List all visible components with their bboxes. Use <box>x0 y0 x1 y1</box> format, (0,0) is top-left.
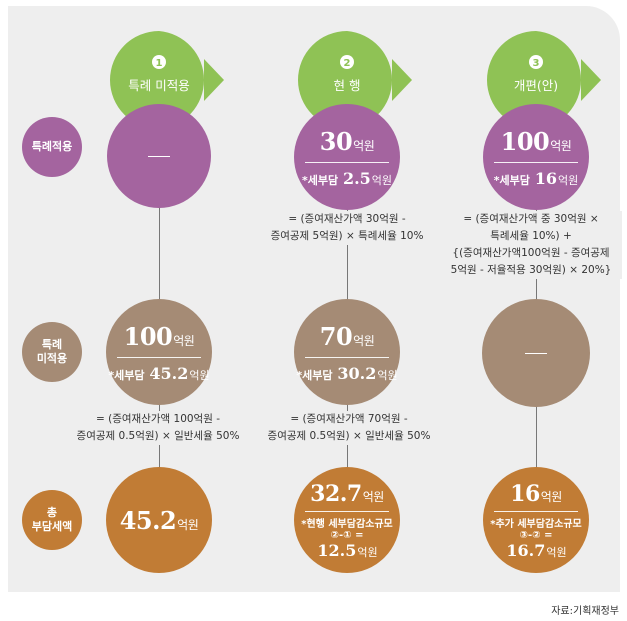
reduction-formula: ③-② = <box>519 529 553 541</box>
row-label-total: 총 부담세액 <box>22 490 82 550</box>
amount: 32.7억원 <box>310 480 384 507</box>
empty-dash <box>148 155 170 157</box>
row-label-no-special-line1: 특례 <box>41 338 63 352</box>
amount: 100억원 <box>123 321 195 351</box>
tax-burden: *세부담 30.2억원 <box>296 363 398 383</box>
source-note: 자료:기획재정부 <box>551 606 619 617</box>
separator <box>494 161 578 163</box>
row-label-special-text: 특례적용 <box>31 140 73 154</box>
reduction-formula: ②-① = <box>330 529 364 541</box>
cell-no-special-col3 <box>482 299 590 407</box>
amount: 70억원 <box>319 321 375 351</box>
cell-total-col2: 32.7억원 *현행 세부담감소규모 ②-① = 12.5억원 <box>294 467 400 573</box>
separator <box>305 510 389 512</box>
cell-no-special-col2: 70억원 *세부담 30.2억원 <box>294 299 400 405</box>
amount: 30억원 <box>319 126 375 156</box>
formula-no-special-col2: = (증여재산가액 70억원 - 증여공제 0.5억원) × 일반세율 50% <box>254 411 444 445</box>
reduction-label: *현행 세부담감소규모 <box>301 518 393 530</box>
cell-special-col2: 30억원 *세부담 2.5억원 <box>294 104 400 210</box>
column-header-3-number: 3 <box>533 58 540 69</box>
reduction-value: 16.7억원 <box>506 540 567 560</box>
column-header-1-label: 특례 미적용 <box>128 78 189 93</box>
column-header-1: 1 특례 미적용 <box>110 31 224 129</box>
formula-no-special-col1: = (증여재산가액 100억원 - 증여공제 0.5억원) × 일반세율 50% <box>62 411 254 445</box>
separator <box>305 356 389 358</box>
empty-dash <box>525 352 547 354</box>
cell-special-col3: 100억원 *세부담 16억원 <box>483 104 589 210</box>
row-label-total-line1: 총 <box>46 506 58 520</box>
cell-total-col1: 45.2억원 <box>106 467 212 573</box>
cell-special-col1 <box>107 104 211 208</box>
row-label-total-line2: 부담세액 <box>31 520 73 533</box>
column-header-3: 3 개편(안) <box>487 31 601 129</box>
row-label-no-special: 특례 미적용 <box>22 322 82 382</box>
separator <box>117 356 201 358</box>
formula-special-col2: = (증여재산가액 30억원 - 증여공제 5억원) × 특례세율 10% <box>258 211 436 245</box>
reduction-value: 12.5억원 <box>317 540 378 560</box>
cell-no-special-col1: 100억원 *세부담 45.2억원 <box>106 299 212 405</box>
row-label-special: 특례적용 <box>22 117 82 177</box>
separator <box>494 510 578 512</box>
reduction-label: *추가 세부담감소규모 <box>490 518 582 530</box>
separator <box>305 161 389 163</box>
row-label-no-special-line2: 미적용 <box>36 352 68 365</box>
column-header-2-label: 현 행 <box>334 78 361 93</box>
formula-special-col3: = (증여재산가액 중 30억원 × 특례세율 10%) + {(증여재산가액1… <box>440 211 622 279</box>
tax-burden: *세부담 45.2억원 <box>108 363 210 383</box>
column-header-3-label: 개편(안) <box>514 78 558 93</box>
amount: 100억원 <box>500 126 572 156</box>
amount: 16억원 <box>510 480 562 507</box>
tax-burden: *세부담 2.5억원 <box>301 168 393 188</box>
tax-burden: *세부담 16억원 <box>493 168 579 188</box>
amount: 45.2억원 <box>119 505 199 535</box>
cell-total-col3: 16억원 *추가 세부담감소규모 ③-② = 16.7억원 <box>483 467 589 573</box>
column-header-1-number: 1 <box>156 58 163 69</box>
column-header-2: 2 현 행 <box>298 31 412 129</box>
column-header-2-number: 2 <box>344 58 351 69</box>
